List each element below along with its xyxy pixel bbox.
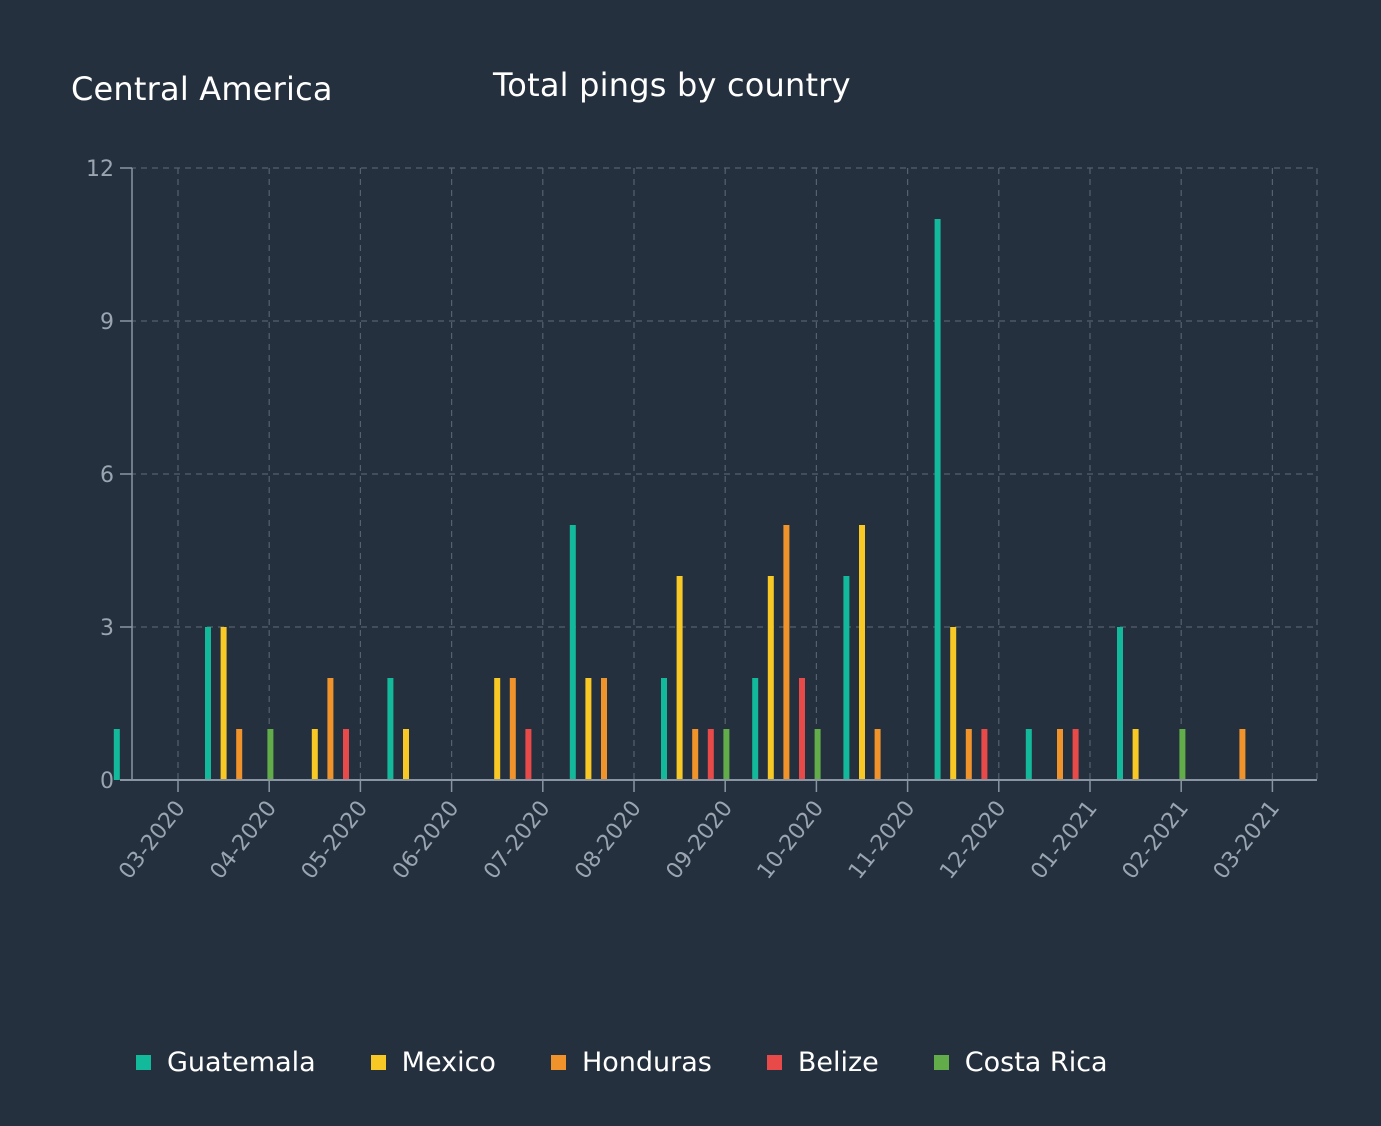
bar-chart: 0 3 6 9 12 03-2020 04-2020 05-2020 06-2020 07-202… bbox=[86, 157, 1318, 884]
legend-item-costa-rica[interactable]: Costa Rica bbox=[933, 1046, 1108, 1078]
legend-label: Mexico bbox=[401, 1046, 496, 1078]
bar-costa-rica bbox=[1179, 729, 1186, 780]
bar-mexico bbox=[1132, 729, 1139, 780]
bar-mexico bbox=[767, 576, 774, 780]
bar-belize bbox=[1072, 729, 1079, 780]
bar-guatemala bbox=[113, 729, 120, 780]
chart-title: Total pings by country bbox=[493, 66, 851, 104]
legend-label: Honduras bbox=[581, 1046, 712, 1078]
bar-guatemala bbox=[205, 627, 211, 780]
bar-honduras bbox=[601, 678, 607, 780]
y-tick-label: 12 bbox=[86, 157, 114, 182]
legend-item-guatemala[interactable]: Guatemala bbox=[136, 1047, 316, 1078]
x-tick-label: 05-2020 bbox=[297, 796, 373, 884]
bar-costa-rica bbox=[814, 729, 821, 780]
x-tick-label: 11-2020 bbox=[844, 796, 920, 884]
bar-honduras bbox=[692, 729, 699, 780]
bar-mexico bbox=[585, 678, 592, 780]
y-tick-label: 6 bbox=[100, 463, 114, 488]
x-tick-label: 06-2020 bbox=[388, 796, 464, 884]
bar-guatemala bbox=[387, 678, 394, 780]
bar-honduras bbox=[1239, 729, 1246, 780]
bar-belize bbox=[981, 729, 988, 780]
bar-honduras bbox=[783, 525, 790, 780]
y-tick-label: 9 bbox=[100, 310, 114, 335]
bar-guatemala bbox=[1025, 729, 1032, 780]
x-tick-label: 01-2021 bbox=[1026, 796, 1102, 884]
legend-item-belize[interactable]: Belize bbox=[766, 1046, 879, 1078]
x-tick-label: 10-2020 bbox=[753, 796, 829, 884]
legend-swatch bbox=[370, 1054, 386, 1070]
x-tick-label: 07-2020 bbox=[479, 796, 555, 884]
bar-honduras bbox=[1057, 729, 1063, 780]
bar-belize bbox=[525, 729, 532, 780]
bar-mexico bbox=[220, 627, 227, 780]
bar-guatemala bbox=[661, 678, 667, 780]
x-tick-label: 02-2021 bbox=[1118, 796, 1194, 884]
legend: Guatemala Mexico Honduras Belize Costa Rica bbox=[136, 1042, 1163, 1082]
legend-swatch bbox=[933, 1054, 949, 1070]
bar-guatemala bbox=[1117, 627, 1123, 780]
region-label: Central America bbox=[71, 70, 333, 108]
y-tick-label: 0 bbox=[100, 769, 114, 794]
bar-mexico bbox=[950, 627, 957, 780]
legend-swatch bbox=[136, 1054, 151, 1070]
x-tick-label: 09-2020 bbox=[662, 796, 738, 884]
bar-belize bbox=[799, 678, 805, 780]
bar-honduras bbox=[236, 729, 243, 780]
bar-honduras bbox=[965, 729, 972, 780]
x-tick-label: 03-2021 bbox=[1209, 796, 1285, 884]
bar-honduras bbox=[327, 678, 334, 780]
x-tick-label: 12-2020 bbox=[935, 796, 1011, 884]
bar-mexico bbox=[494, 678, 501, 780]
x-tick-label: 03-2020 bbox=[114, 796, 190, 884]
bar-costa-rica bbox=[267, 729, 274, 780]
bar-mexico bbox=[311, 729, 318, 780]
x-tick-label: 08-2020 bbox=[570, 796, 646, 884]
legend-label: Costa Rica bbox=[964, 1046, 1108, 1078]
legend-swatch bbox=[766, 1054, 782, 1070]
bar-mexico bbox=[859, 525, 865, 780]
bar-mexico bbox=[676, 576, 683, 780]
y-tick-label: 3 bbox=[100, 616, 114, 641]
legend-label: Belize bbox=[797, 1046, 879, 1078]
bar-belize bbox=[707, 729, 714, 780]
bar-guatemala bbox=[843, 576, 850, 780]
bar-guatemala bbox=[934, 219, 941, 780]
bar-honduras bbox=[874, 729, 881, 780]
legend-swatch bbox=[550, 1054, 566, 1070]
bar-guatemala bbox=[752, 678, 759, 780]
bar-costa-rica bbox=[723, 729, 730, 780]
legend-label: Guatemala bbox=[167, 1046, 316, 1078]
bar-guatemala bbox=[569, 525, 576, 780]
bar-belize bbox=[343, 729, 349, 780]
legend-item-honduras[interactable]: Honduras bbox=[550, 1046, 712, 1078]
legend-item-mexico[interactable]: Mexico bbox=[370, 1046, 496, 1078]
x-tick-label: 04-2020 bbox=[206, 796, 282, 884]
bar-honduras bbox=[509, 678, 516, 780]
bar-mexico bbox=[403, 729, 409, 780]
